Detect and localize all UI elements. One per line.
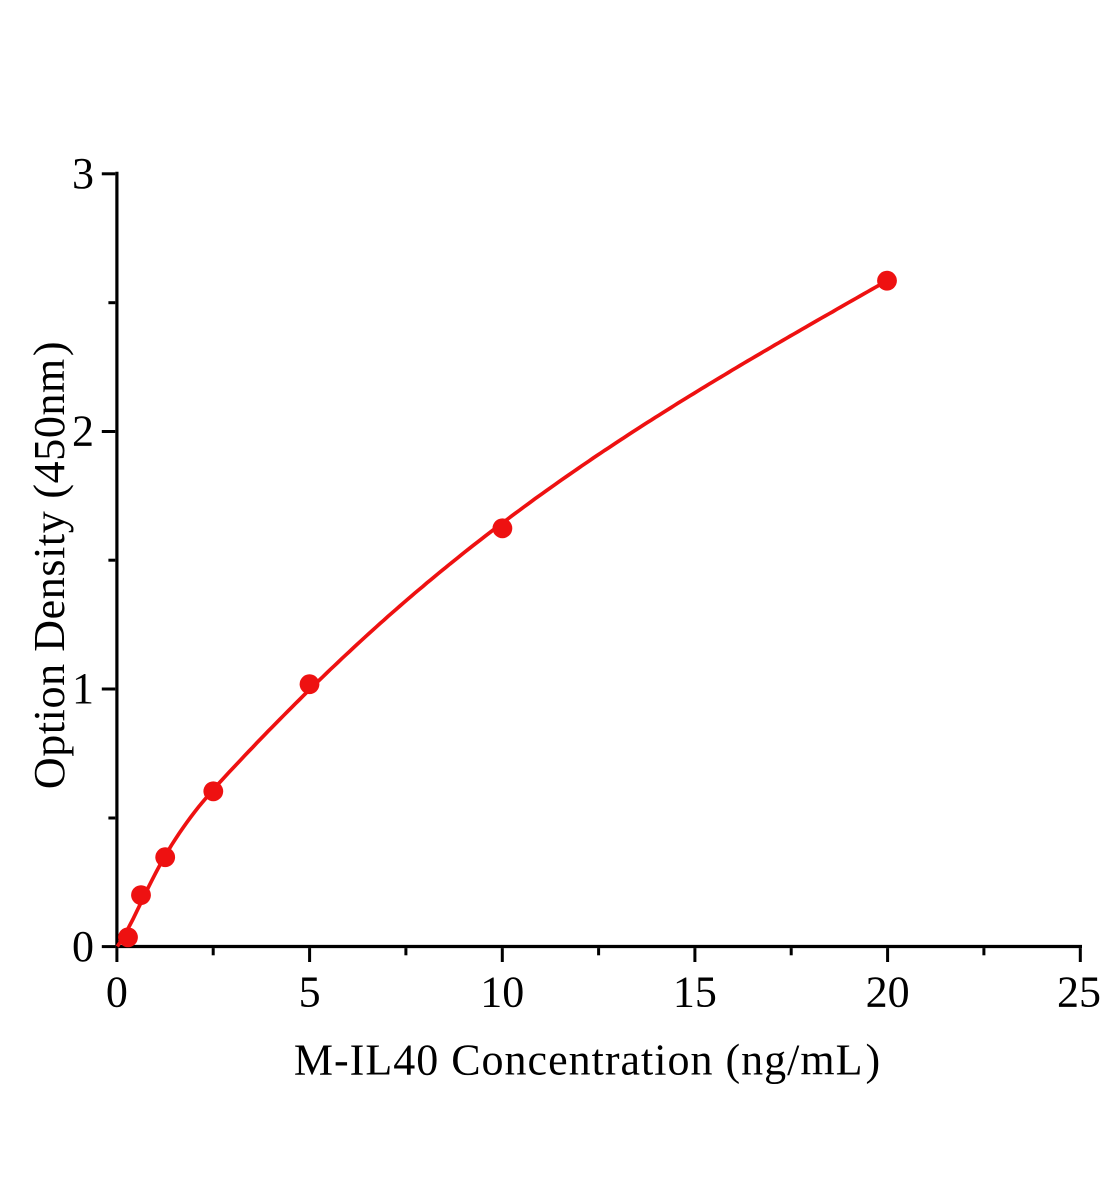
svg-text:Option Density(450nm): Option Density(450nm) <box>25 341 74 789</box>
svg-text:2: 2 <box>72 407 94 456</box>
svg-text:10: 10 <box>480 968 524 1017</box>
svg-text:M-IL40 Concentration(ng/mL): M-IL40 Concentration (ng/mL) <box>294 1036 881 1085</box>
svg-text:15: 15 <box>673 968 717 1017</box>
svg-text:0: 0 <box>106 968 128 1017</box>
svg-text:5: 5 <box>299 968 321 1017</box>
svg-text:1: 1 <box>72 664 94 713</box>
svg-text:3: 3 <box>72 149 94 198</box>
svg-text:0: 0 <box>72 922 94 971</box>
svg-text:25: 25 <box>1057 968 1101 1017</box>
svg-text:20: 20 <box>866 968 910 1017</box>
